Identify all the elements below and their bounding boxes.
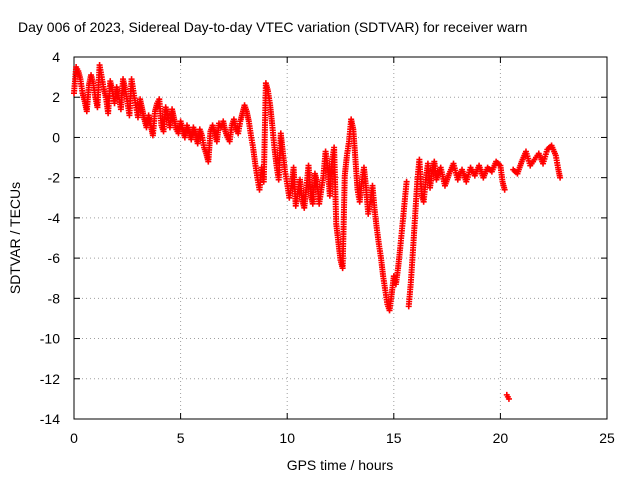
x-tick-label: 0	[70, 430, 78, 446]
y-tick-label: -2	[48, 170, 61, 186]
data-point	[403, 178, 410, 185]
y-axis-label: SDTVAR / TECUs	[7, 182, 23, 294]
data-point	[557, 174, 564, 181]
y-tick-label: -4	[48, 210, 61, 226]
x-axis: 0 5 10 15 20 25	[70, 57, 615, 446]
y-tick-label: -10	[40, 331, 60, 347]
y-axis: 4 2 0 -2 -4 -6 -8 -10 -12 -14	[40, 49, 607, 427]
y-tick-label: -6	[48, 250, 61, 266]
x-tick-label: 5	[177, 430, 185, 446]
grid-lines	[74, 57, 607, 419]
x-tick-label: 10	[279, 430, 295, 446]
y-tick-label: 4	[52, 49, 60, 65]
y-tick-label: 2	[52, 89, 60, 105]
x-tick-label: 15	[386, 430, 402, 446]
y-tick-label: -12	[40, 371, 60, 387]
x-axis-label: GPS time / hours	[287, 457, 394, 473]
y-tick-label: -14	[40, 411, 60, 427]
data-point	[501, 186, 508, 193]
data-points	[71, 62, 564, 402]
x-tick-label: 20	[493, 430, 509, 446]
data-point	[505, 395, 512, 402]
y-tick-label: -8	[48, 290, 61, 306]
y-tick-label: 0	[52, 129, 60, 145]
x-tick-label: 25	[599, 430, 615, 446]
chart-title: Day 006 of 2023, Sidereal Day-to-day VTE…	[18, 19, 527, 35]
plot-frame	[73, 56, 608, 420]
